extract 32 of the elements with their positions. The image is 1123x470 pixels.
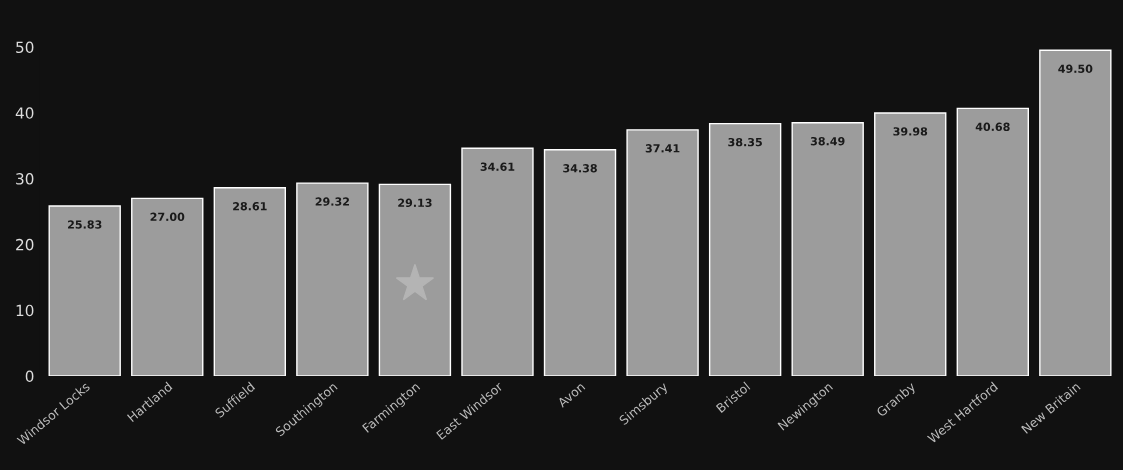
bar — [543, 149, 617, 376]
bar — [1039, 49, 1112, 376]
data-label: 40.68 — [975, 122, 1010, 131]
data-label: 49.50 — [1058, 64, 1093, 73]
bar — [791, 122, 864, 376]
data-label: 28.61 — [233, 202, 267, 211]
bar — [131, 197, 204, 376]
bar — [956, 107, 1029, 376]
bar — [708, 122, 782, 376]
y-tick-label: 0 — [25, 370, 34, 383]
bar — [461, 147, 534, 376]
bar — [626, 129, 699, 376]
bar — [48, 205, 121, 376]
data-label: 34.61 — [480, 162, 515, 171]
bar — [213, 187, 287, 376]
data-label: 37.41 — [645, 144, 680, 153]
y-tick-label: 30 — [16, 173, 34, 185]
data-label: 38.35 — [728, 137, 762, 147]
data-label: 25.83 — [68, 220, 102, 229]
data-label: 29.32 — [315, 197, 349, 206]
y-tick-label: 10 — [16, 304, 34, 317]
bar — [296, 182, 369, 376]
y-tick-label: 40 — [15, 107, 34, 119]
data-label: 39.98 — [893, 127, 928, 136]
bar — [874, 112, 947, 376]
data-label: 29.13 — [398, 198, 432, 207]
data-label: 34.38 — [563, 164, 597, 173]
y-tick-label: 50 — [16, 41, 34, 54]
y-tick-label: 20 — [16, 238, 34, 251]
data-label: 27.00 — [150, 212, 185, 222]
bar — [378, 183, 452, 376]
data-label: 38.49 — [810, 137, 845, 146]
